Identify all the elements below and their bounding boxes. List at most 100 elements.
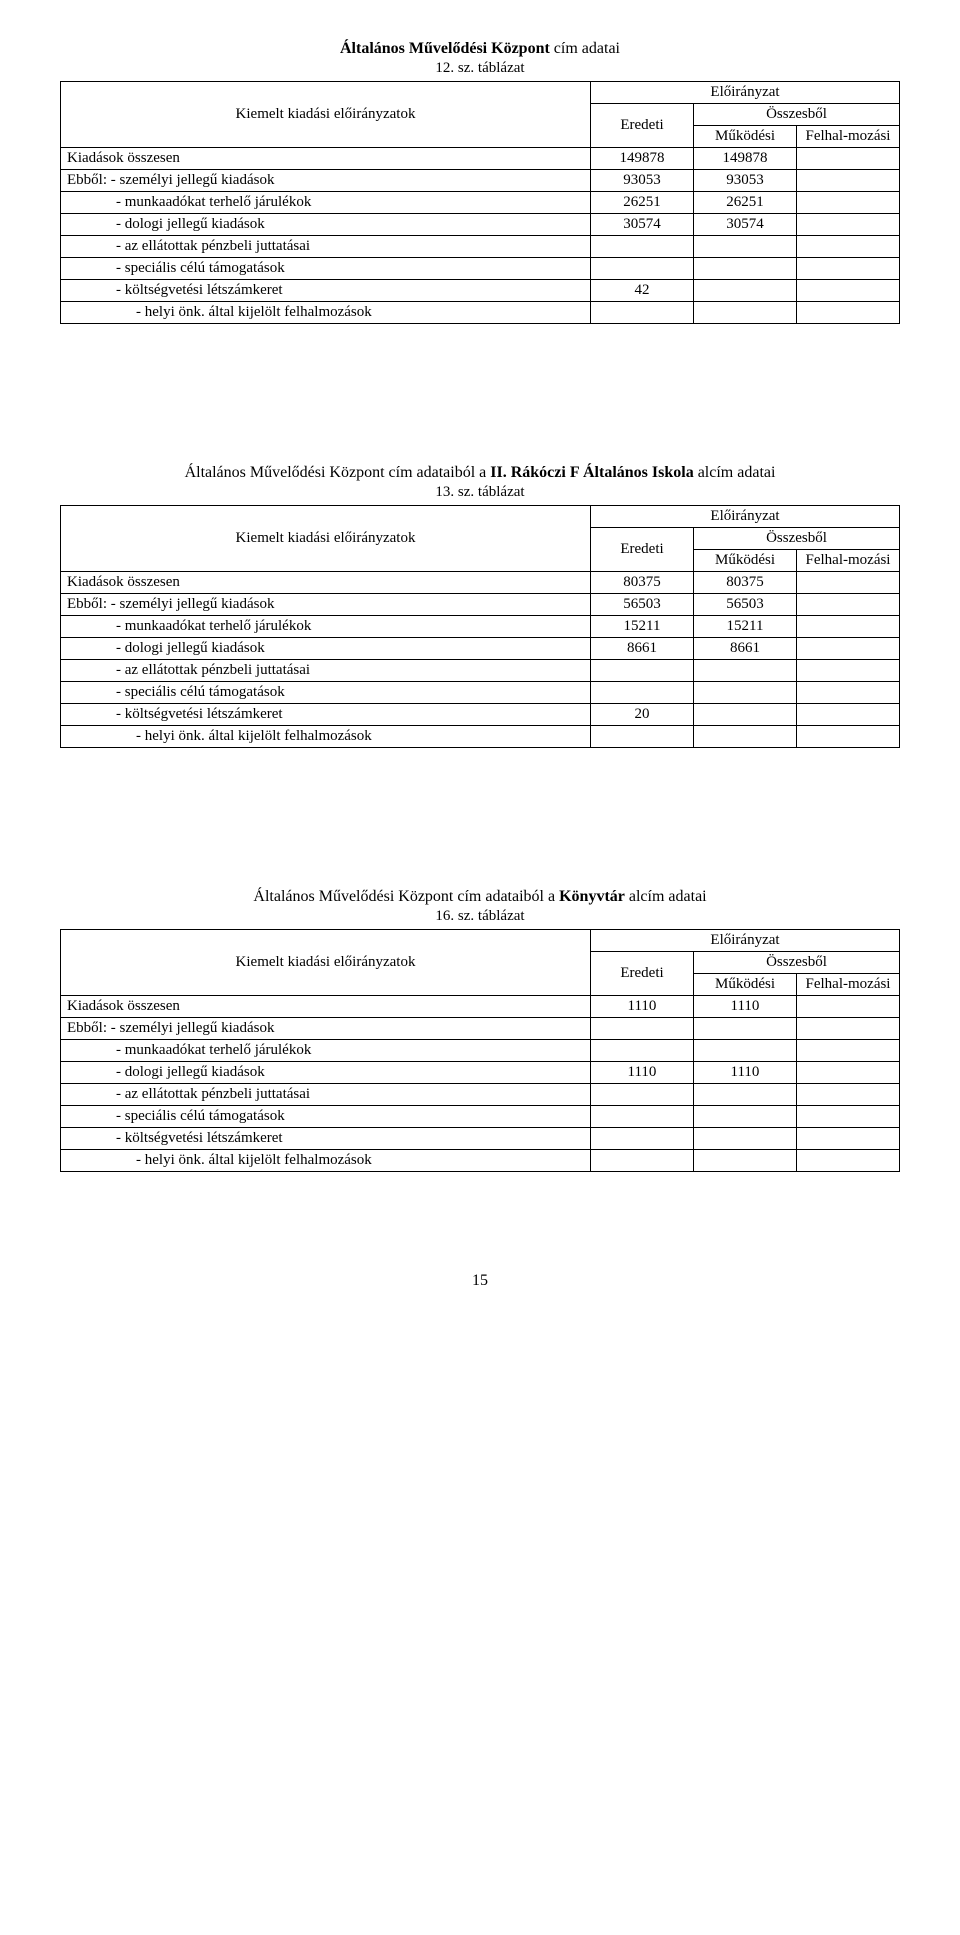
row-felhal — [797, 682, 900, 704]
row-mukodesi: 56503 — [694, 594, 797, 616]
row-felhal — [797, 638, 900, 660]
row-label: - dologi jellegű kiadások — [61, 638, 591, 660]
row-label: - az ellátottak pénzbeli juttatásai — [61, 1084, 591, 1106]
row-felhal — [797, 192, 900, 214]
table3-h-felhal: Felhal-mozási — [797, 974, 900, 996]
table3-h-mukodesi: Működési — [694, 974, 797, 996]
table1-subtitle: 12. sz. táblázat — [60, 60, 900, 77]
row-label: Kiadások összesen — [61, 996, 591, 1018]
row-eredeti: 1110 — [591, 1062, 694, 1084]
row-eredeti — [591, 1128, 694, 1150]
row-eredeti — [591, 258, 694, 280]
table-row: - helyi önk. által kijelölt felhalmozáso… — [61, 302, 900, 324]
row-eredeti: 1110 — [591, 996, 694, 1018]
row-mukodesi: 15211 — [694, 616, 797, 638]
row-label: Kiadások összesen — [61, 572, 591, 594]
table-row: - helyi önk. által kijelölt felhalmozáso… — [61, 726, 900, 748]
table2-h-eredeti: Eredeti — [591, 528, 694, 572]
row-mukodesi — [694, 1084, 797, 1106]
row-label: - dologi jellegű kiadások — [61, 1062, 591, 1084]
table3-title-rest: alcím adatai — [625, 888, 707, 905]
table1-title: Általános Művelődési Központ cím adatai — [60, 40, 900, 58]
table1-h-eredeti: Eredeti — [591, 104, 694, 148]
row-mukodesi — [694, 1018, 797, 1040]
row-felhal — [797, 704, 900, 726]
row-felhal — [797, 594, 900, 616]
table1-title-bold: Általános Művelődési Központ — [340, 40, 550, 57]
row-mukodesi — [694, 704, 797, 726]
table2-subtitle: 13. sz. táblázat — [60, 484, 900, 501]
table3-title-mid: cím adataiból a — [457, 888, 559, 905]
row-label: - speciális célú támogatások — [61, 258, 591, 280]
table1-title-rest: cím adatai — [550, 40, 620, 57]
row-mukodesi — [694, 236, 797, 258]
row-mukodesi: 93053 — [694, 170, 797, 192]
table-row: - munkaadókat terhelő járulékok152111521… — [61, 616, 900, 638]
row-label: - dologi jellegű kiadások — [61, 214, 591, 236]
row-eredeti: 80375 — [591, 572, 694, 594]
row-label: - költségvetési létszámkeret — [61, 704, 591, 726]
row-label: - munkaadókat terhelő járulékok — [61, 1040, 591, 1062]
row-felhal — [797, 1062, 900, 1084]
table2-h-kiemelt: Kiemelt kiadási előirányzatok — [61, 506, 591, 572]
table1-h-eloiranyzat: Előirányzat — [591, 82, 900, 104]
table-row: - dologi jellegű kiadások11101110 — [61, 1062, 900, 1084]
table-row: - dologi jellegű kiadások3057430574 — [61, 214, 900, 236]
table3-h-kiemelt: Kiemelt kiadási előirányzatok — [61, 930, 591, 996]
row-label: - költségvetési létszámkeret — [61, 1128, 591, 1150]
table3-title-prefix: Általános Művelődési Központ — [253, 888, 457, 905]
table2-h-eloiranyzat: Előirányzat — [591, 506, 900, 528]
table-row: - speciális célú támogatások — [61, 258, 900, 280]
table2: Kiemelt kiadási előirányzatok Előirányza… — [60, 505, 900, 748]
table-row: - speciális célú támogatások — [61, 682, 900, 704]
table-row: - munkaadókat terhelő járulékok262512625… — [61, 192, 900, 214]
table-row: Kiadások összesen11101110 — [61, 996, 900, 1018]
row-mukodesi — [694, 1040, 797, 1062]
row-eredeti — [591, 302, 694, 324]
row-eredeti: 149878 — [591, 148, 694, 170]
table3-subtitle: 16. sz. táblázat — [60, 908, 900, 925]
table-row: Kiadások összesen149878149878 — [61, 148, 900, 170]
row-felhal — [797, 302, 900, 324]
row-eredeti: 42 — [591, 280, 694, 302]
table2-title-mid: cím adataiból a — [389, 464, 491, 481]
table3: Kiemelt kiadási előirányzatok Előirányza… — [60, 929, 900, 1172]
row-felhal — [797, 572, 900, 594]
row-label: - helyi önk. által kijelölt felhalmozáso… — [61, 1150, 591, 1172]
table2-h-mukodesi: Működési — [694, 550, 797, 572]
table-row: - munkaadókat terhelő járulékok — [61, 1040, 900, 1062]
row-felhal — [797, 1018, 900, 1040]
row-label: - az ellátottak pénzbeli juttatásai — [61, 236, 591, 258]
table-row: Kiadások összesen8037580375 — [61, 572, 900, 594]
table2-h-felhal: Felhal-mozási — [797, 550, 900, 572]
row-felhal — [797, 1150, 900, 1172]
row-mukodesi: 1110 — [694, 1062, 797, 1084]
table1-h-felhal: Felhal-mozási — [797, 126, 900, 148]
row-felhal — [797, 280, 900, 302]
row-eredeti: 93053 — [591, 170, 694, 192]
row-eredeti — [591, 236, 694, 258]
row-felhal — [797, 1128, 900, 1150]
row-mukodesi: 149878 — [694, 148, 797, 170]
row-eredeti: 20 — [591, 704, 694, 726]
row-label: Ebből: - személyi jellegű kiadások — [61, 170, 591, 192]
page-number: 15 — [60, 1272, 900, 1290]
row-mukodesi — [694, 660, 797, 682]
table-row: Ebből: - személyi jellegű kiadások565035… — [61, 594, 900, 616]
table2-title-bold: II. Rákóczi F Általános Iskola — [490, 464, 693, 481]
row-felhal — [797, 660, 900, 682]
row-mukodesi — [694, 302, 797, 324]
row-mukodesi — [694, 682, 797, 704]
table1-h-kiemelt: Kiemelt kiadási előirányzatok — [61, 82, 591, 148]
row-label: - helyi önk. által kijelölt felhalmozáso… — [61, 726, 591, 748]
table-row: - helyi önk. által kijelölt felhalmozáso… — [61, 1150, 900, 1172]
row-eredeti: 8661 — [591, 638, 694, 660]
row-eredeti — [591, 1106, 694, 1128]
row-mukodesi: 1110 — [694, 996, 797, 1018]
row-felhal — [797, 1084, 900, 1106]
row-eredeti: 26251 — [591, 192, 694, 214]
row-felhal — [797, 996, 900, 1018]
row-mukodesi — [694, 1106, 797, 1128]
row-mukodesi — [694, 280, 797, 302]
row-label: Ebből: - személyi jellegű kiadások — [61, 1018, 591, 1040]
